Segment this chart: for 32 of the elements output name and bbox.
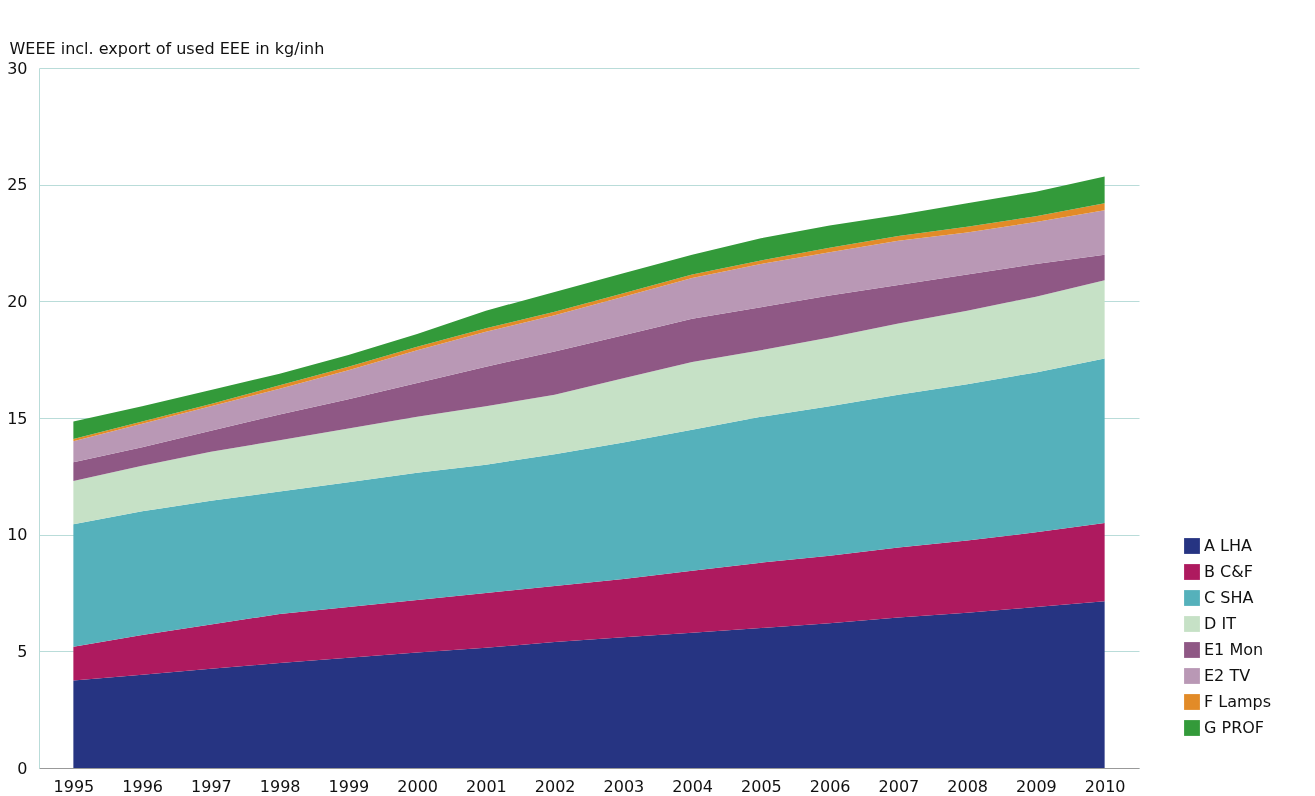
legend-label: E2 TV [1204,666,1251,685]
legend-label: F Lamps [1204,692,1272,711]
y-tick-label: 25 [7,175,28,195]
x-tick-label: 1998 [259,776,301,796]
y-tick-label: 20 [7,291,28,311]
x-tick-label: 2005 [741,776,782,796]
legend-label: D IT [1204,614,1237,633]
y-axis-title: WEEE incl. export of used EEE in kg/inh [9,38,325,58]
legend-label: E1 Mon [1204,640,1264,659]
y-tick-label: 15 [7,408,28,428]
y-tick-label: 5 [17,641,28,661]
x-tick-label: 2006 [809,776,851,796]
x-tick-label: 1999 [328,776,370,796]
y-tick-label: 30 [7,58,28,78]
x-tick-label: 2000 [397,776,438,796]
x-tick-label: 2003 [603,776,645,796]
x-tick-label: 2007 [878,776,920,796]
x-tick-label: 1995 [53,776,95,796]
x-tick-label: 2002 [534,776,576,796]
x-tick-label: 2010 [1084,776,1126,796]
legend-label: A LHA [1204,536,1252,555]
x-tick-label: 2001 [466,776,507,796]
x-tick-label: 1997 [191,776,232,796]
x-tick-label: 1996 [122,776,163,796]
legend-label: G PROF [1204,718,1265,737]
legend-label: B C&F [1204,562,1253,581]
x-tick-label: 2008 [947,776,988,796]
x-tick-label: 2004 [672,776,713,796]
x-tick-label: 2009 [1016,776,1057,796]
y-tick-label: 10 [7,525,28,545]
y-tick-label: 0 [17,758,28,778]
legend-label: C SHA [1204,588,1254,607]
